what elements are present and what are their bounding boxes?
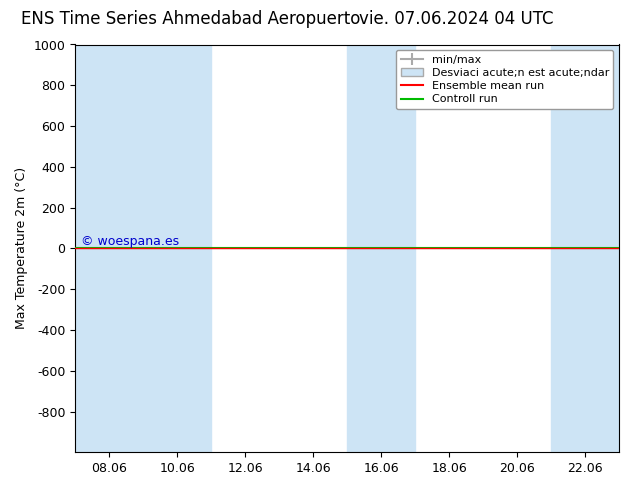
Text: © woespana.es: © woespana.es bbox=[81, 235, 179, 248]
Y-axis label: Max Temperature 2m (°C): Max Temperature 2m (°C) bbox=[15, 167, 28, 329]
Bar bbox=[347, 45, 415, 452]
Bar bbox=[551, 45, 619, 452]
Text: vie. 07.06.2024 04 UTC: vie. 07.06.2024 04 UTC bbox=[359, 10, 553, 28]
Bar bbox=[75, 45, 143, 452]
Bar bbox=[143, 45, 211, 452]
Legend: min/max, Desviaci acute;n est acute;ndar, Ensemble mean run, Controll run: min/max, Desviaci acute;n est acute;ndar… bbox=[396, 50, 614, 109]
Bar bbox=[602, 45, 619, 452]
Text: ENS Time Series Ahmedabad Aeropuerto: ENS Time Series Ahmedabad Aeropuerto bbox=[20, 10, 360, 28]
